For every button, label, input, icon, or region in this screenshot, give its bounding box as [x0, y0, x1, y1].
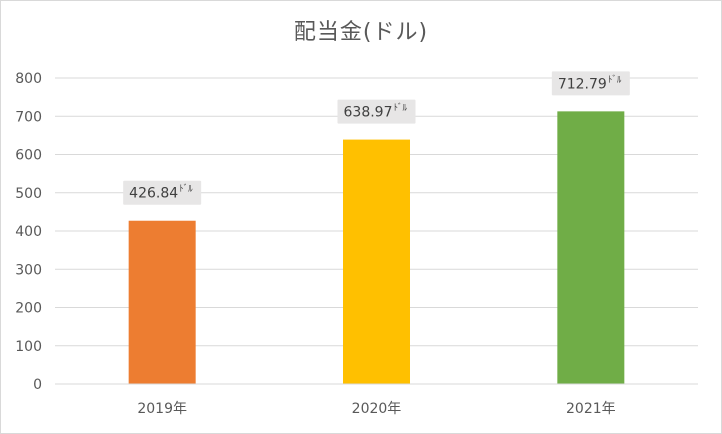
data-label: 638.97: [344, 105, 393, 121]
y-tick-label: 400: [15, 224, 42, 240]
data-label-box: [337, 99, 416, 124]
y-tick-label: 600: [15, 148, 42, 164]
data-label: 712.79: [558, 76, 607, 92]
data-label-unit: ﾄﾞﾙ: [179, 184, 193, 195]
data-label: 426.84: [129, 186, 178, 202]
y-tick-label: 200: [15, 301, 42, 317]
y-tick-label: 500: [15, 186, 42, 202]
x-tick-label: 2020年: [352, 401, 402, 417]
x-tick-label: 2021年: [566, 401, 616, 417]
data-label-unit: ﾄﾞﾙ: [608, 74, 622, 85]
bar-2019年: [128, 220, 196, 384]
y-tick-label: 0: [33, 377, 42, 393]
bar-2021年: [557, 111, 625, 385]
y-tick-label: 300: [15, 262, 42, 278]
y-tick-label: 800: [15, 71, 42, 87]
bar-2020年: [343, 139, 410, 384]
y-tick-label: 100: [15, 339, 42, 355]
x-tick-label: 2019年: [137, 401, 187, 417]
y-tick-label: 700: [15, 109, 42, 125]
chart-title: 配当金(ドル): [293, 20, 429, 45]
data-label-unit: ﾄﾞﾙ: [394, 103, 408, 114]
data-label-box: [123, 180, 202, 205]
data-label-box: [551, 71, 630, 96]
